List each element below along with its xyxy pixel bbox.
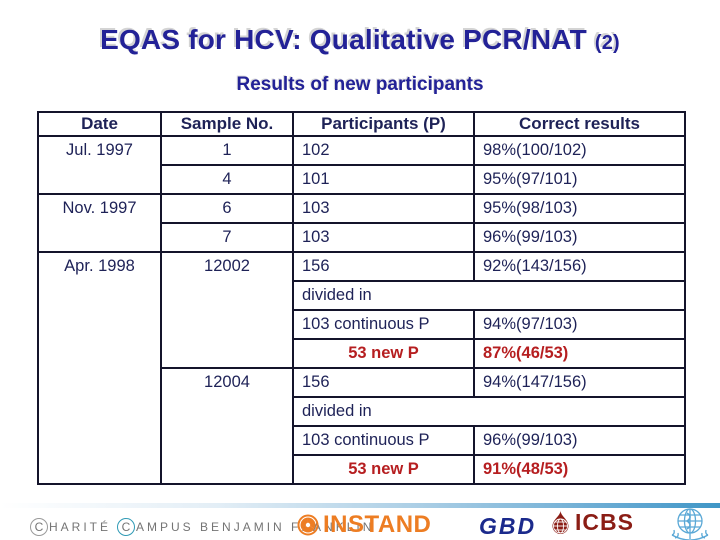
table-row: Apr. 1998 12002 156 92%(143/156) bbox=[37, 251, 686, 485]
header-correct-results: Correct results bbox=[473, 111, 686, 137]
cell-correct: 95%(98/103) bbox=[473, 193, 686, 224]
page-title-suffix: (2) bbox=[594, 32, 620, 54]
campus-c: C bbox=[121, 520, 131, 534]
cell-correct: 92%(143/156) bbox=[473, 251, 686, 282]
cell-date: Apr. 1998 bbox=[37, 251, 162, 485]
cell-correct: 96%(99/103) bbox=[473, 222, 686, 253]
cell-participants: 156 bbox=[292, 367, 475, 398]
cell-participants: 156 bbox=[292, 251, 475, 282]
cell-sample: 12002 bbox=[160, 251, 294, 369]
table-row: 53 new P 87%(46/53) bbox=[38, 338, 686, 369]
table-row: 103 continuous P 96%(99/103) bbox=[38, 425, 686, 456]
page-title-text: EQAS for HCV: Qualitative PCR/NAT bbox=[100, 24, 587, 55]
table-row: 7 103 96%(99/103) bbox=[38, 222, 686, 253]
cell-participants: 101 bbox=[292, 164, 475, 195]
page-title: EQAS for HCV: Qualitative PCR/NAT (2) bbox=[0, 24, 720, 56]
table-row: 4 101 95%(97/101) bbox=[38, 164, 686, 195]
cell-participants: 103 bbox=[292, 193, 475, 224]
cell-sample: 7 bbox=[160, 222, 294, 253]
table-row: divided in bbox=[38, 396, 686, 427]
icbs-label: ICBS bbox=[575, 509, 634, 535]
cell-correct: 94%(97/103) bbox=[473, 309, 686, 340]
cell-correct: 94%(147/156) bbox=[473, 367, 686, 398]
who-emblem-icon bbox=[666, 505, 720, 540]
cell-sample: 12004 bbox=[160, 367, 294, 485]
cell-sample: 6 bbox=[160, 193, 294, 224]
icbs-logo: ICBS bbox=[551, 509, 634, 536]
table-row: 53 new P 91%(48/53) bbox=[38, 454, 686, 485]
cell-date: Nov. 1997 bbox=[37, 193, 162, 253]
footer-gradient-bar bbox=[0, 503, 720, 508]
footer-logos: C HARITÉ C AMPUS BENJAMIN FRANKLIN INSTAND … bbox=[0, 508, 720, 540]
cell-participants: 102 bbox=[292, 135, 475, 166]
instand-logo: INSTAND bbox=[297, 511, 431, 539]
table-row: divided in bbox=[38, 280, 686, 311]
icbs-blood-drop-globe-icon bbox=[552, 510, 569, 534]
gbd-logo: GBD bbox=[479, 513, 537, 539]
cell-correct: 96%(99/103) bbox=[473, 425, 686, 456]
cell-participants: 103 continuous P bbox=[292, 425, 475, 456]
cell-correct: 98%(100/102) bbox=[473, 135, 686, 166]
page-subtitle: Results of new participants bbox=[236, 74, 484, 95]
cell-participants-new: 53 new P bbox=[292, 454, 475, 485]
table-row: 12004 156 94%(147/156) bbox=[38, 367, 686, 485]
header-sample-no: Sample No. bbox=[160, 111, 294, 137]
cell-participants: 103 bbox=[292, 222, 475, 253]
cell-divided-in: divided in bbox=[292, 396, 686, 427]
charite-circle-icon: C bbox=[30, 518, 48, 536]
table-row: Nov. 1997 6 103 95%(98/103) bbox=[37, 193, 686, 253]
cell-correct: 95%(97/101) bbox=[473, 164, 686, 195]
instand-label: INSTAND bbox=[323, 511, 432, 538]
header-participants: Participants (P) bbox=[292, 111, 475, 137]
table-row: Jul. 1997 1 102 98%(100/102) bbox=[37, 135, 686, 195]
cell-participants-new: 53 new P bbox=[292, 338, 475, 369]
campus-circle-icon: C bbox=[117, 518, 136, 536]
cell-sample: 1 bbox=[160, 135, 294, 166]
cell-sample: 4 bbox=[160, 164, 294, 195]
header-date: Date bbox=[37, 111, 162, 137]
cell-date: Jul. 1997 bbox=[37, 135, 162, 195]
results-table: Date Sample No. Participants (P) Correct… bbox=[37, 111, 686, 485]
cell-correct-new: 91%(48/53) bbox=[473, 454, 686, 485]
charite-text: HARITÉ bbox=[49, 520, 112, 534]
table-header-row: Date Sample No. Participants (P) Correct… bbox=[37, 111, 686, 137]
charite-c: C bbox=[34, 520, 44, 534]
instand-pinwheel-icon bbox=[297, 514, 319, 536]
cell-participants: 103 continuous P bbox=[292, 309, 475, 340]
cell-divided-in: divided in bbox=[292, 280, 686, 311]
table-row: 103 continuous P 94%(97/103) bbox=[38, 309, 686, 340]
cell-correct-new: 87%(46/53) bbox=[473, 338, 686, 369]
